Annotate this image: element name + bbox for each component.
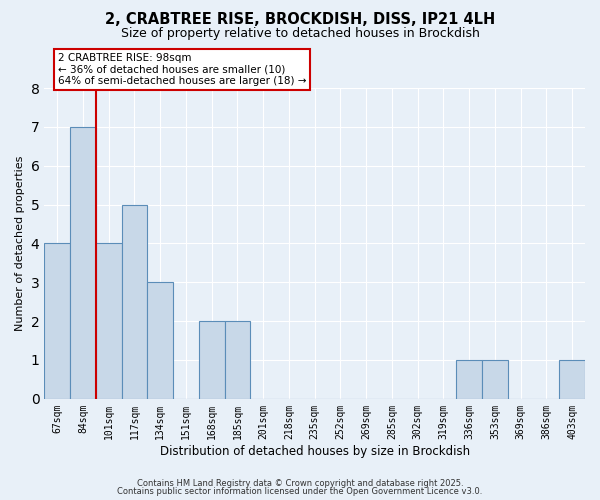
Bar bbox=[122, 204, 147, 399]
Text: Size of property relative to detached houses in Brockdish: Size of property relative to detached ho… bbox=[121, 28, 479, 40]
Text: 2 CRABTREE RISE: 98sqm
← 36% of detached houses are smaller (10)
64% of semi-det: 2 CRABTREE RISE: 98sqm ← 36% of detached… bbox=[58, 53, 306, 86]
Bar bbox=[482, 360, 508, 399]
Bar bbox=[96, 244, 122, 399]
Bar bbox=[199, 321, 224, 399]
Bar bbox=[147, 282, 173, 399]
Bar bbox=[44, 244, 70, 399]
Text: Contains HM Land Registry data © Crown copyright and database right 2025.: Contains HM Land Registry data © Crown c… bbox=[137, 478, 463, 488]
Bar bbox=[559, 360, 585, 399]
Bar bbox=[456, 360, 482, 399]
Bar bbox=[70, 127, 96, 399]
Text: 2, CRABTREE RISE, BROCKDISH, DISS, IP21 4LH: 2, CRABTREE RISE, BROCKDISH, DISS, IP21 … bbox=[105, 12, 495, 28]
Bar bbox=[224, 321, 250, 399]
X-axis label: Distribution of detached houses by size in Brockdish: Distribution of detached houses by size … bbox=[160, 444, 470, 458]
Text: Contains public sector information licensed under the Open Government Licence v3: Contains public sector information licen… bbox=[118, 487, 482, 496]
Y-axis label: Number of detached properties: Number of detached properties bbox=[15, 156, 25, 331]
